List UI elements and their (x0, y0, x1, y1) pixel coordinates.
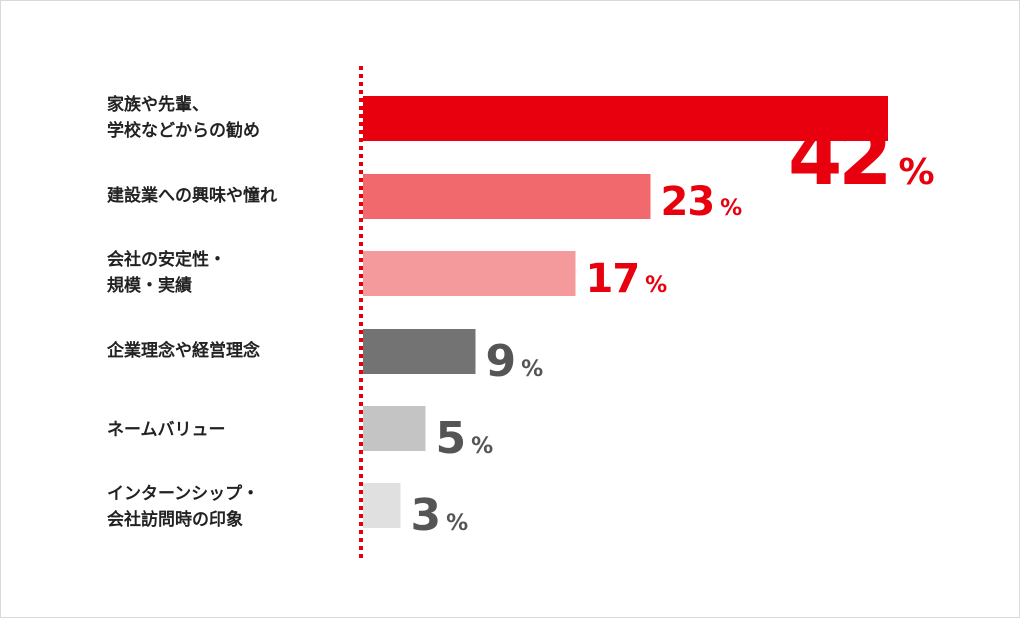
value-label-5: 5% (436, 413, 494, 464)
category-label-6: インターンシップ・ 会社訪問時の印象 (107, 484, 260, 530)
value-unit-5: % (471, 434, 493, 459)
value-unit-2: % (720, 196, 742, 221)
value-unit-1: % (899, 152, 935, 193)
value-number-4: 9 (486, 336, 516, 387)
value-number-2: 23 (661, 179, 715, 225)
category-label-4: 企業理念や経営理念 (107, 341, 260, 361)
value-unit-4: % (521, 357, 543, 382)
value-number-5: 5 (436, 413, 466, 464)
value-unit-3: % (645, 273, 667, 298)
category-label-3: 会社の安定性・ 規模・実績 (107, 250, 226, 296)
category-label-2: 建設業への興味や憧れ (107, 186, 277, 206)
bar-6 (363, 483, 401, 528)
bar-3 (363, 251, 576, 296)
value-label-2: 23% (661, 179, 743, 225)
value-label-3: 17% (586, 256, 668, 302)
value-label-6: 3% (411, 490, 469, 541)
value-number-6: 3 (411, 490, 441, 541)
category-label-1: 家族や先輩、 学校などからの勧め (107, 95, 260, 141)
bar-5 (363, 406, 426, 451)
value-label-4: 9% (486, 336, 544, 387)
value-number-1: 42 (788, 113, 889, 203)
value-unit-6: % (446, 511, 468, 536)
category-label-5: ネームバリュー (107, 420, 226, 440)
value-number-3: 17 (586, 256, 640, 302)
bar-2 (363, 174, 651, 219)
bar-1 (363, 96, 888, 141)
bar-4 (363, 329, 476, 374)
value-label-1: 42% (788, 113, 935, 203)
